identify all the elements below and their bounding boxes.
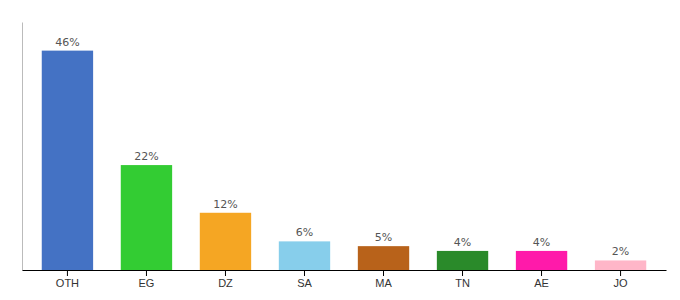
x-tick-label: MA bbox=[375, 277, 392, 289]
x-tick: OTH bbox=[56, 270, 79, 289]
x-tick-label: JO bbox=[614, 277, 629, 289]
x-tick: EG bbox=[139, 270, 155, 289]
x-tick: TN bbox=[455, 270, 470, 289]
bar bbox=[200, 213, 251, 270]
bar bbox=[516, 251, 567, 270]
x-tick: DZ bbox=[218, 270, 233, 289]
x-tick-mark bbox=[462, 270, 463, 276]
x-tick-label: TN bbox=[455, 277, 470, 289]
bar bbox=[595, 260, 646, 270]
data-label: 12% bbox=[213, 198, 237, 211]
x-axis: OTH EG DZ SA MA TN AE JO bbox=[23, 270, 667, 289]
x-tick-mark bbox=[67, 270, 68, 276]
x-tick-mark bbox=[620, 270, 621, 276]
x-tick-mark bbox=[225, 270, 226, 276]
x-tick-mark bbox=[383, 270, 384, 276]
x-tick-label: DZ bbox=[218, 277, 233, 289]
data-label: 6% bbox=[296, 226, 313, 239]
y-axis bbox=[22, 23, 23, 271]
x-tick-label: OTH bbox=[56, 277, 79, 289]
x-tick-label: SA bbox=[297, 277, 312, 289]
bar bbox=[121, 165, 172, 270]
chart-container: OTH EG DZ SA MA TN AE JO 46% 22% 12% 6% 5% 4% 4% 2% bbox=[0, 0, 680, 300]
x-tick: JO bbox=[614, 270, 629, 289]
data-label: 4% bbox=[454, 236, 471, 249]
plot-area: OTH EG DZ SA MA TN AE JO 46% 22% 12% 6% 5% 4% 4% 2% bbox=[23, 23, 667, 289]
x-tick-mark bbox=[304, 270, 305, 276]
bar bbox=[279, 241, 330, 270]
data-label: 5% bbox=[375, 231, 392, 244]
x-tick-label: EG bbox=[139, 277, 155, 289]
data-label: 46% bbox=[55, 36, 79, 49]
bar bbox=[358, 246, 409, 270]
x-tick-mark bbox=[541, 270, 542, 276]
data-label: 4% bbox=[533, 236, 550, 249]
data-label: 2% bbox=[612, 245, 629, 258]
x-axis-line bbox=[23, 270, 667, 271]
data-label: 22% bbox=[134, 150, 158, 163]
x-tick-label: AE bbox=[534, 277, 549, 289]
chart-svg: OTH EG DZ SA MA TN AE JO 46% 22% 12% 6% 5% 4% 4% 2% bbox=[0, 0, 680, 300]
bar bbox=[42, 51, 93, 270]
x-tick: MA bbox=[375, 270, 392, 289]
x-tick-mark bbox=[146, 270, 147, 276]
bars bbox=[42, 51, 646, 270]
x-tick: SA bbox=[297, 270, 312, 289]
data-labels: 46% 22% 12% 6% 5% 4% 4% 2% bbox=[55, 36, 629, 259]
bar bbox=[437, 251, 488, 270]
x-tick: AE bbox=[534, 270, 549, 289]
y-axis-line bbox=[22, 23, 23, 271]
